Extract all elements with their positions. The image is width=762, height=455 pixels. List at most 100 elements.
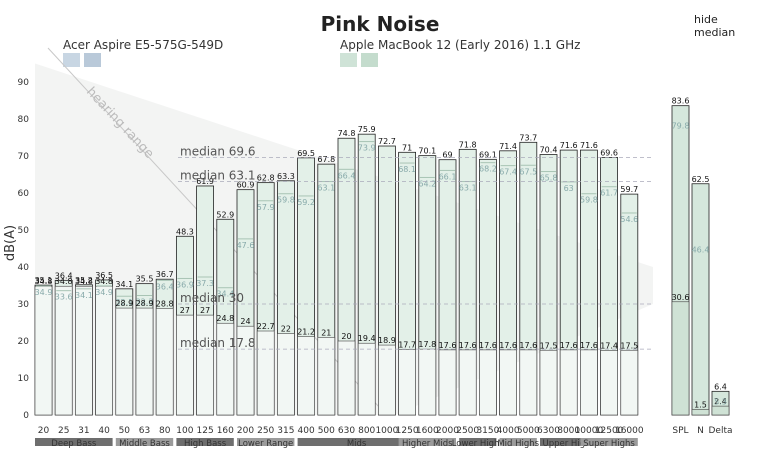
summary-bar-secondary	[691, 409, 710, 416]
bar-secondary-label: 17.8	[418, 340, 436, 349]
summary-ghost-label: 79.8	[672, 122, 690, 131]
bar-ghost-label: 68.1	[398, 165, 416, 174]
x-tick-label: 20	[38, 426, 50, 436]
summary-value-label: 6.4	[714, 382, 727, 391]
band-segment	[459, 438, 497, 446]
x-tick-label: 800	[358, 426, 375, 436]
bar-ghost-label: 54.6	[620, 215, 638, 224]
bar-ghost-label: 67.4	[499, 168, 517, 177]
bar-secondary-label: 17.6	[580, 341, 598, 350]
bar-value-label: 48.3	[176, 227, 194, 236]
bar-secondary	[277, 333, 295, 416]
bar-ghost-label: 34.9	[95, 288, 113, 297]
bar-secondary-label: 27	[180, 306, 190, 315]
bar-secondary	[499, 349, 517, 416]
band-segment	[176, 438, 234, 446]
bar-secondary	[176, 314, 194, 416]
bar-secondary	[600, 350, 618, 416]
bar-secondary-label: 17.6	[459, 341, 477, 350]
x-tick-label: 2500	[456, 426, 479, 436]
bar-secondary-label: 28.9	[136, 299, 154, 308]
bar-secondary-label: 22	[281, 325, 291, 334]
summary-bar	[691, 183, 710, 416]
bar-value-label: 73.7	[519, 133, 537, 142]
bar-value-label: 61.9	[196, 177, 214, 186]
x-tick-label: 40	[98, 426, 110, 436]
bar-secondary	[115, 307, 134, 416]
bar-secondary-label: 22.7	[257, 322, 275, 331]
bar-ghost-label: 66.1	[439, 172, 457, 181]
x-tick-label: 80	[159, 426, 171, 436]
bar-secondary-label: 34.8	[75, 277, 93, 286]
bar-value-label: 69.1	[479, 150, 497, 159]
bar-ghost-label: 36.4	[156, 282, 174, 291]
x-tick-label: 25	[58, 426, 69, 436]
bar-value-label: 35.1	[35, 276, 53, 285]
band-label: Mids	[347, 439, 367, 449]
bar-secondary	[559, 349, 578, 416]
bar-ghost-label: 36.9	[176, 280, 194, 289]
summary-value-label: 62.5	[692, 175, 710, 184]
bar-secondary-label: 17.6	[560, 341, 578, 350]
band-label: Super Highs	[583, 439, 635, 449]
bar-secondary	[135, 307, 154, 416]
bar-secondary	[418, 348, 437, 416]
bar-value-label: 71	[402, 143, 412, 152]
x-tick-label: 315	[277, 426, 294, 436]
bar-ghost-label: 73.9	[358, 144, 376, 153]
x-tick-label: 2000	[436, 426, 459, 436]
band-label: Upper Highs	[542, 439, 595, 449]
bar-ghost-label: 57.9	[257, 203, 275, 212]
summary-secondary-label: 1.5	[694, 400, 707, 409]
x-tick-label: 63	[139, 426, 150, 436]
y-tick-label: 80	[18, 115, 30, 125]
hide-median-link[interactable]: hide median	[694, 13, 736, 39]
x-tick-label: 100	[176, 426, 193, 436]
bar-ghost-label: 68.2	[479, 165, 497, 174]
bar-secondary	[539, 349, 558, 416]
device-2-swatch-a	[340, 53, 357, 67]
bar-ghost-label: 63	[564, 184, 574, 193]
y-tick-label: 40	[18, 263, 30, 273]
bar-value-label: 62.8	[257, 174, 275, 183]
device-2-label: Apple MacBook 12 (Early 2016) 1.1 GHz	[340, 38, 580, 52]
y-tick-label: 70	[18, 152, 30, 162]
bar-ghost-label: 32.1	[115, 298, 133, 307]
band-label: Deep Bass	[51, 439, 97, 449]
bar-secondary	[398, 349, 416, 416]
bar-secondary-label: 18.9	[378, 336, 396, 345]
bar-value-label: 36.5	[95, 271, 113, 280]
bar-value-label: 34.1	[115, 280, 133, 289]
x-tick-label: 1250	[396, 426, 419, 436]
median-label: median 69.6	[180, 144, 256, 158]
bar-secondary	[378, 344, 396, 416]
bar-ghost-label: 63.1	[317, 184, 335, 193]
x-tick-label: 10000	[575, 426, 604, 436]
bar-value-label: 52.9	[216, 210, 234, 219]
summary-ghost-label: 46.4	[692, 245, 710, 254]
bar-secondary	[75, 285, 93, 416]
bar-value-label: 71.6	[580, 141, 598, 150]
band-segment	[115, 438, 174, 446]
y-tick-label: 0	[23, 411, 29, 421]
bar-secondary	[620, 349, 639, 416]
bar-secondary	[54, 285, 73, 416]
bar-value-label: 72.7	[378, 137, 396, 146]
bar-value-label: 70.1	[418, 147, 436, 156]
bar-secondary-label: 17.4	[600, 342, 618, 351]
y-tick-label: 60	[18, 189, 30, 199]
median-label: median 17.8	[180, 336, 256, 350]
bar-ghost-label: 59.8	[277, 196, 295, 205]
bar-value-label: 70.4	[540, 146, 558, 155]
device-1-swatch-a	[63, 53, 80, 67]
bar-value-label: 35.5	[136, 275, 154, 284]
bar-ghost-label: 34.4	[216, 290, 234, 299]
bar-secondary-label: 34.8	[95, 277, 113, 286]
x-tick-label: 500	[318, 426, 335, 436]
bar-secondary	[236, 325, 255, 416]
x-tick-label: 1600	[416, 426, 439, 436]
summary-tick-label: Delta	[708, 426, 732, 436]
x-tick-label: 1000	[375, 426, 398, 436]
bar-secondary	[337, 340, 356, 416]
